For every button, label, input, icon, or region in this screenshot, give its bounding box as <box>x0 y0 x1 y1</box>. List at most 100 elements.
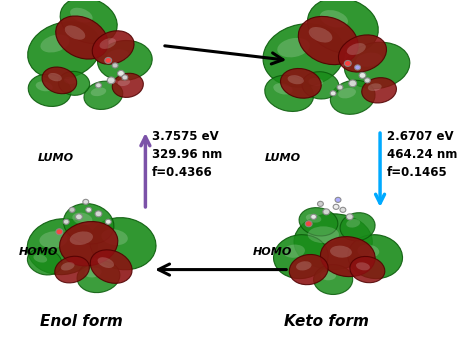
Text: f=0.4366: f=0.4366 <box>152 166 213 179</box>
Ellipse shape <box>48 73 62 81</box>
Ellipse shape <box>84 268 101 277</box>
Ellipse shape <box>330 80 375 114</box>
Ellipse shape <box>320 237 375 277</box>
Ellipse shape <box>98 40 152 81</box>
Ellipse shape <box>305 221 312 227</box>
Ellipse shape <box>298 17 358 65</box>
Ellipse shape <box>65 25 85 40</box>
Ellipse shape <box>306 214 321 223</box>
Ellipse shape <box>302 72 339 99</box>
Ellipse shape <box>350 256 385 283</box>
Ellipse shape <box>39 231 67 248</box>
Ellipse shape <box>118 79 130 86</box>
Text: Keto form: Keto form <box>284 314 369 329</box>
Ellipse shape <box>73 213 92 225</box>
Ellipse shape <box>296 261 311 271</box>
Ellipse shape <box>299 208 338 236</box>
Ellipse shape <box>338 88 356 98</box>
Ellipse shape <box>348 235 402 279</box>
Text: 2.6707 eV: 2.6707 eV <box>387 130 454 143</box>
Ellipse shape <box>90 250 132 283</box>
Ellipse shape <box>362 78 396 103</box>
Ellipse shape <box>91 88 106 96</box>
Ellipse shape <box>345 60 351 66</box>
Ellipse shape <box>330 91 336 96</box>
Ellipse shape <box>346 219 360 227</box>
Ellipse shape <box>107 77 115 84</box>
Ellipse shape <box>105 219 111 224</box>
Ellipse shape <box>56 16 108 59</box>
Ellipse shape <box>356 262 370 270</box>
Ellipse shape <box>308 226 339 243</box>
Ellipse shape <box>105 58 112 63</box>
Ellipse shape <box>294 214 372 270</box>
Ellipse shape <box>273 83 292 94</box>
Ellipse shape <box>118 70 124 76</box>
Ellipse shape <box>100 38 116 49</box>
Ellipse shape <box>60 0 117 43</box>
Ellipse shape <box>27 248 62 275</box>
Ellipse shape <box>335 197 341 203</box>
Ellipse shape <box>96 83 101 88</box>
Ellipse shape <box>64 77 76 84</box>
Ellipse shape <box>36 82 53 91</box>
Ellipse shape <box>320 10 348 28</box>
Ellipse shape <box>75 214 82 220</box>
Ellipse shape <box>308 0 378 54</box>
Ellipse shape <box>277 38 310 57</box>
Ellipse shape <box>64 204 114 244</box>
Ellipse shape <box>122 75 128 80</box>
Ellipse shape <box>340 207 346 212</box>
Ellipse shape <box>84 81 123 110</box>
Ellipse shape <box>55 256 90 283</box>
Ellipse shape <box>346 214 353 220</box>
Ellipse shape <box>98 257 114 268</box>
Ellipse shape <box>357 245 379 258</box>
Text: HOMO: HOMO <box>253 247 292 257</box>
Text: 3.7575 eV: 3.7575 eV <box>152 130 219 143</box>
Ellipse shape <box>83 199 89 205</box>
Ellipse shape <box>368 83 382 91</box>
Ellipse shape <box>27 219 98 275</box>
Ellipse shape <box>28 74 71 106</box>
Ellipse shape <box>288 75 304 84</box>
Ellipse shape <box>338 35 386 72</box>
Text: LUMO: LUMO <box>264 153 301 163</box>
Ellipse shape <box>77 261 120 293</box>
Ellipse shape <box>337 85 343 90</box>
Ellipse shape <box>61 262 74 271</box>
Ellipse shape <box>34 254 47 263</box>
Ellipse shape <box>107 50 129 61</box>
Ellipse shape <box>86 207 91 212</box>
Ellipse shape <box>281 68 321 98</box>
Ellipse shape <box>27 22 101 79</box>
Ellipse shape <box>345 42 410 89</box>
Ellipse shape <box>112 63 118 68</box>
Ellipse shape <box>349 80 356 87</box>
Text: f=0.1465: f=0.1465 <box>387 166 447 179</box>
Ellipse shape <box>70 8 92 23</box>
Ellipse shape <box>330 246 352 258</box>
Ellipse shape <box>40 34 70 53</box>
Ellipse shape <box>283 245 305 258</box>
Ellipse shape <box>90 218 156 270</box>
Ellipse shape <box>273 235 328 279</box>
Ellipse shape <box>340 213 375 241</box>
Ellipse shape <box>323 209 330 215</box>
Ellipse shape <box>355 65 361 70</box>
Ellipse shape <box>359 72 366 78</box>
Ellipse shape <box>70 232 93 245</box>
Text: LUMO: LUMO <box>38 153 74 163</box>
Ellipse shape <box>112 73 143 97</box>
Ellipse shape <box>63 219 69 224</box>
Ellipse shape <box>69 207 75 212</box>
Ellipse shape <box>42 67 77 94</box>
Ellipse shape <box>318 201 323 206</box>
Ellipse shape <box>92 31 134 64</box>
Ellipse shape <box>263 24 345 87</box>
Ellipse shape <box>333 204 339 209</box>
Ellipse shape <box>309 27 332 42</box>
Ellipse shape <box>58 71 90 95</box>
Ellipse shape <box>347 43 366 55</box>
Text: 464.24 nm: 464.24 nm <box>387 148 457 161</box>
